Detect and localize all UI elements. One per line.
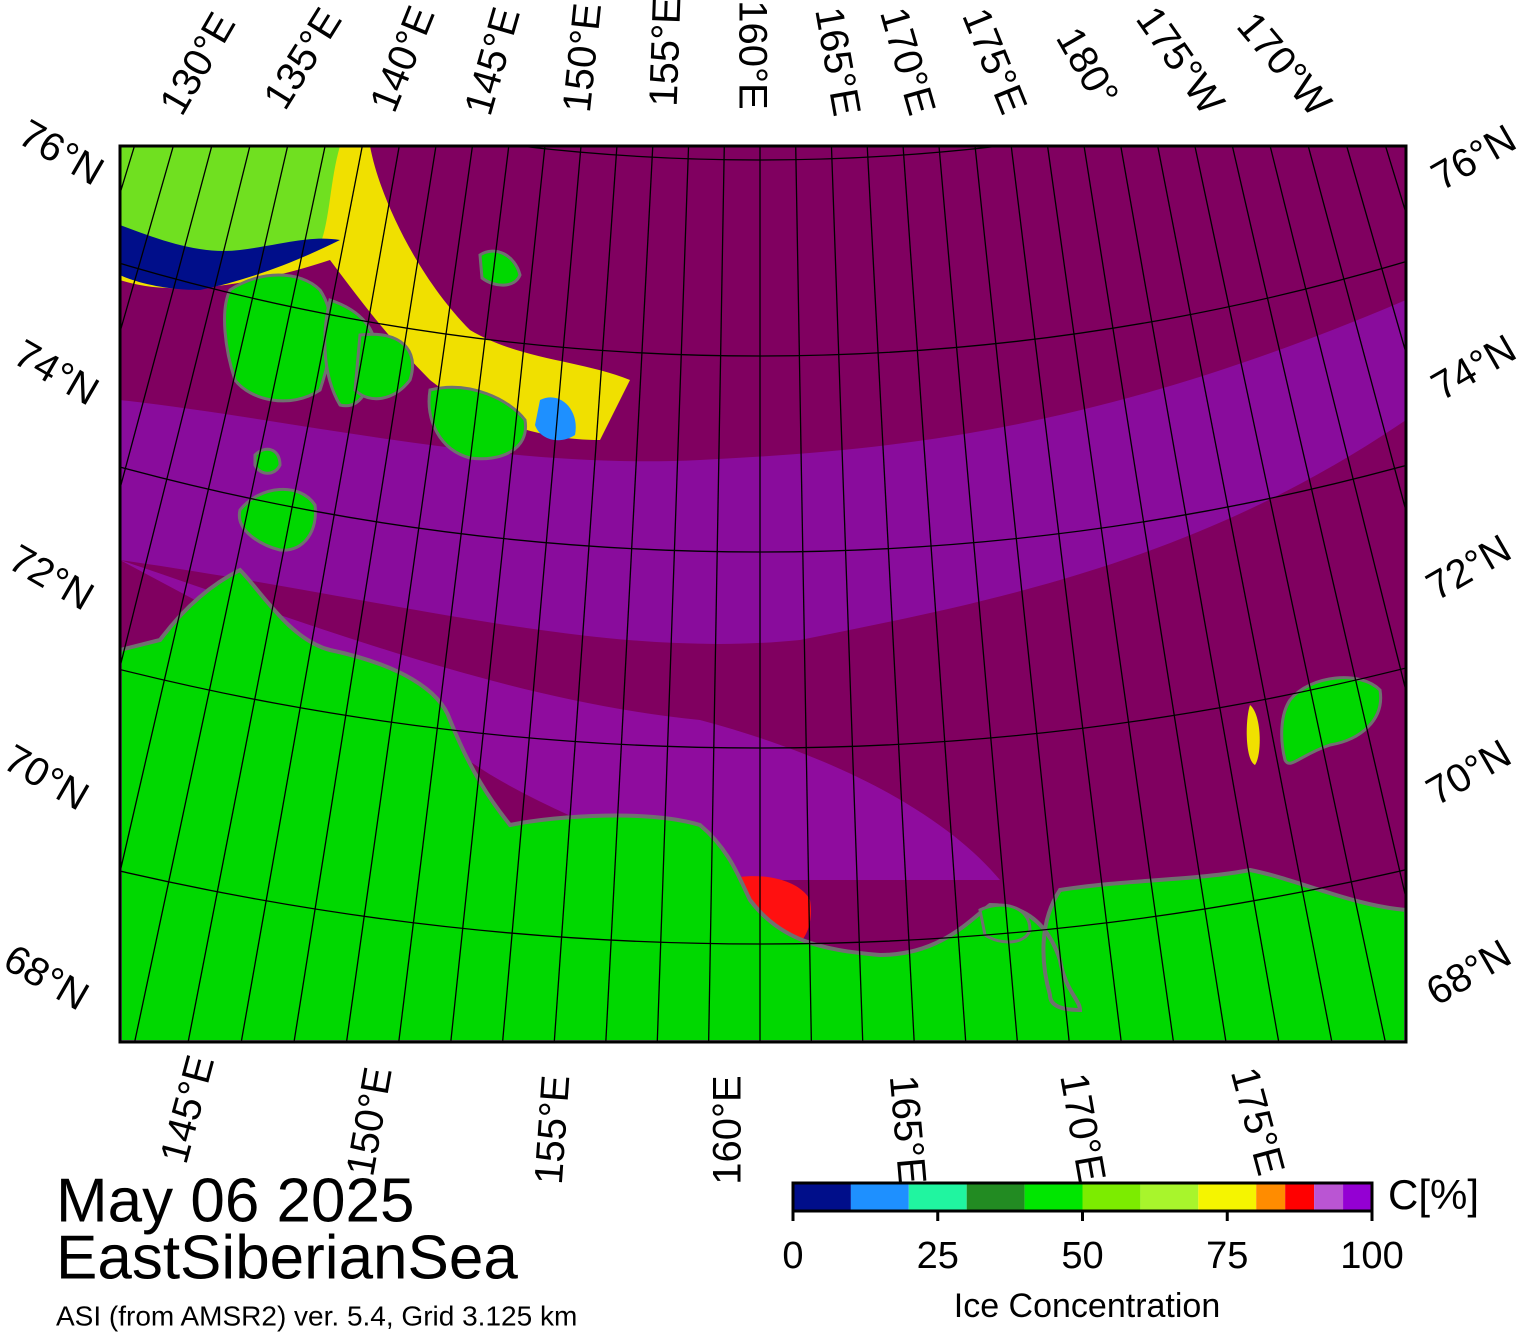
region: EastSiberianSea: [56, 1223, 518, 1292]
island: [1280, 676, 1383, 765]
meridian: [938, 146, 1019, 1042]
coordinate-label: 170°E: [871, 3, 943, 120]
meridian: [902, 146, 967, 1042]
coordinate-label: 150°E: [338, 1064, 400, 1179]
colorbar-title: Ice Concentration: [954, 1287, 1221, 1325]
coordinate-label: 76°N: [12, 111, 111, 194]
coordinate-label: 160°E: [730, 0, 774, 109]
colorbar-segment: [1140, 1183, 1199, 1211]
island: [478, 249, 522, 287]
coordinate-label: 170°W: [1228, 4, 1339, 125]
coordinate-label: 145°E: [152, 1051, 223, 1168]
meridian: [866, 146, 915, 1042]
meridian: [120, 146, 251, 670]
open-water: [535, 397, 576, 441]
meridian: [656, 146, 690, 1042]
meridian: [1046, 146, 1175, 1042]
colorbar-segment: [1024, 1183, 1083, 1211]
coordinate-label: 70°N: [0, 736, 96, 819]
map-frame: [118, 144, 1408, 1044]
colorbar-segment: [908, 1183, 967, 1211]
meridian: [605, 146, 654, 1042]
meridian: [501, 146, 582, 1042]
colorbar-segment: [1256, 1183, 1286, 1211]
coordinate-label: 155°E: [642, 0, 690, 107]
colorbar-segment: [850, 1183, 909, 1211]
coordinate-label: 170°E: [1051, 1070, 1113, 1185]
coordinate-label: 165°E: [881, 1073, 934, 1186]
meridian: [1120, 146, 1280, 1042]
colorbar-tick-label: 0: [782, 1235, 803, 1277]
meridian: [1010, 146, 1122, 1042]
coordinate-label: 130°E: [151, 5, 244, 122]
meridian: [795, 146, 813, 1042]
ice-band: [120, 560, 1000, 880]
island: [223, 273, 333, 403]
colorbar-tick-label: 25: [917, 1235, 959, 1277]
coordinate-label: 74°N: [7, 331, 106, 414]
meridian: [553, 146, 618, 1042]
coordinate-label: 165°E: [806, 4, 868, 119]
colorbar-tick-label: 75: [1206, 1235, 1248, 1277]
ice-patch: [1246, 705, 1260, 765]
meridian: [187, 146, 363, 1042]
open-water: [120, 225, 340, 290]
coordinate-label: 155°E: [527, 1074, 579, 1186]
colorbar-segment: [1285, 1183, 1315, 1211]
colorbar-segment: [966, 1183, 1025, 1211]
graticule: [120, 146, 1406, 1042]
meridian: [450, 146, 546, 1042]
meridian: [1083, 146, 1227, 1042]
coordinate-label: 150°E: [555, 1, 610, 114]
meridian: [1157, 146, 1333, 1042]
coordinate-label: 68°N: [1419, 931, 1518, 1014]
ice-band: [120, 300, 1406, 644]
meridian: [707, 146, 725, 1042]
coordinate-label: 175°E: [1222, 1063, 1293, 1180]
coordinate-label: 175°W: [1127, 0, 1232, 123]
colorbar-tick-label: 50: [1061, 1235, 1103, 1277]
map-area: [120, 146, 1406, 1042]
colorbar-segment: [1343, 1183, 1372, 1211]
coordinate-label: 140°E: [362, 0, 444, 118]
land: [120, 567, 1406, 1042]
colorbar: 0 25 50 75 100: [782, 1181, 1404, 1277]
coordinate-label: 68°N: [0, 936, 96, 1019]
colorbar-segment: [1198, 1183, 1257, 1211]
colorbar-segment: [793, 1183, 851, 1211]
colorbar-unit: C[%]: [1388, 1171, 1479, 1218]
meridian: [345, 146, 474, 1042]
colorbar-tick-label: 100: [1340, 1235, 1403, 1277]
coordinate-label: 76°N: [1424, 116, 1523, 199]
meridian: [830, 146, 864, 1042]
coordinate-label: 145°E: [456, 3, 528, 120]
meridian: [240, 146, 400, 1042]
colorbar-segment: [1082, 1183, 1141, 1211]
date: May 06 2025: [56, 1166, 414, 1235]
island: [237, 488, 317, 552]
land: [978, 903, 1032, 944]
coordinate-label: 180°: [1047, 20, 1126, 114]
meridian: [1269, 146, 1406, 694]
product: ASI (from AMSR2) ver. 5.4, Grid 3.125 km: [56, 1300, 577, 1331]
coordinate-label: 160°E: [706, 1075, 750, 1184]
colorbar-segment: [1314, 1183, 1344, 1211]
meridian: [398, 146, 510, 1042]
meridian: [974, 146, 1070, 1042]
coordinate-label: 72°N: [2, 536, 101, 619]
coordinate-label: 135°E: [255, 1, 350, 117]
meridian: [293, 146, 437, 1042]
coordinate-label: 175°E: [953, 2, 1035, 120]
coordinate-label: 74°N: [1424, 326, 1523, 409]
coordinate-label: 72°N: [1419, 526, 1518, 609]
island: [253, 447, 282, 475]
meridian: [1194, 146, 1387, 1042]
meridian: [133, 146, 326, 1042]
coordinate-label: 70°N: [1419, 731, 1518, 814]
